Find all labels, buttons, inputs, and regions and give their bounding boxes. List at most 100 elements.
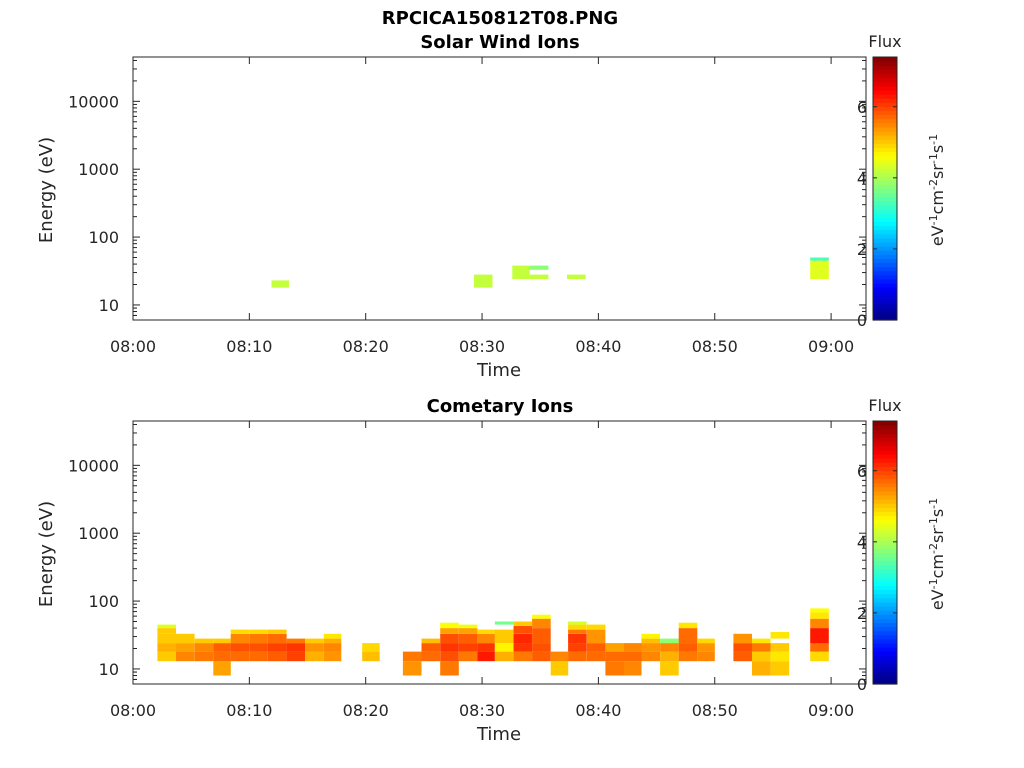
spectrogram-cell bbox=[810, 643, 829, 652]
colorbar-segment bbox=[873, 630, 897, 636]
colorbar-segment bbox=[873, 503, 897, 508]
spectrogram-cell bbox=[323, 633, 342, 639]
colorbar-segment bbox=[873, 135, 897, 140]
colorbar-segment bbox=[873, 291, 897, 296]
colorbar-segment bbox=[873, 155, 897, 161]
spectrogram-cell bbox=[477, 633, 495, 644]
cometary-spectrogram bbox=[157, 608, 829, 676]
spectrogram-cell bbox=[586, 624, 606, 630]
y-tick-label: 10 bbox=[99, 296, 119, 315]
spectrogram-cell bbox=[810, 260, 829, 280]
colorbar-segment bbox=[873, 139, 897, 144]
spectrogram-cell bbox=[568, 629, 587, 634]
colorbar-segment bbox=[873, 299, 897, 305]
colorbar-segment bbox=[873, 585, 897, 591]
spectrogram-cell bbox=[529, 265, 549, 270]
colorbar-segment bbox=[873, 311, 897, 317]
spectrogram-cell bbox=[230, 633, 250, 644]
spectrogram-cell bbox=[440, 628, 459, 634]
colorbar-segment bbox=[873, 494, 897, 500]
spectrogram-cell bbox=[513, 643, 533, 652]
spectrogram-cell bbox=[513, 651, 533, 662]
spectrogram-cell bbox=[605, 661, 624, 676]
colorbar-segment bbox=[873, 270, 897, 276]
colorbar-segment bbox=[873, 287, 897, 292]
colorbar-tick-label: 0 bbox=[857, 675, 867, 694]
spectrogram-cell bbox=[268, 651, 287, 662]
spectrogram-cell bbox=[624, 651, 642, 662]
colorbar-segment bbox=[873, 647, 897, 652]
spectrogram-cell bbox=[458, 628, 478, 634]
spectrogram-cell bbox=[157, 633, 176, 644]
colorbar-tick-label: 0 bbox=[857, 311, 867, 330]
colorbar-segment bbox=[873, 568, 897, 574]
x-tick-label: 08:20 bbox=[343, 701, 389, 720]
spectrogram-cell bbox=[532, 618, 551, 629]
colorbar-segment bbox=[873, 564, 897, 570]
colorbar-segment bbox=[873, 93, 897, 99]
spectrogram-cell bbox=[494, 651, 514, 662]
solar-wind-axes-frame bbox=[132, 56, 867, 321]
spectrogram-cell bbox=[624, 661, 642, 676]
spectrogram-cell bbox=[513, 625, 533, 634]
y-tick-label: 10000 bbox=[68, 456, 119, 475]
colorbar-segment bbox=[873, 429, 897, 434]
spectrogram-cell bbox=[605, 643, 624, 652]
x-tick-label: 08:20 bbox=[343, 337, 389, 356]
colorbar-segment bbox=[873, 679, 897, 685]
cometary-colorbar-label: Flux bbox=[868, 396, 901, 415]
spectrogram-cell bbox=[810, 257, 829, 261]
colorbar-segment bbox=[873, 274, 897, 280]
colorbar-frame bbox=[872, 56, 898, 321]
colorbar-segment bbox=[873, 130, 897, 136]
spectrogram-cell bbox=[660, 661, 679, 676]
colorbar-segment bbox=[873, 642, 897, 648]
colorbar-segment bbox=[873, 69, 897, 75]
colorbar-segment bbox=[873, 295, 897, 301]
spectrogram-cell bbox=[568, 621, 587, 625]
spectrogram-cell bbox=[810, 612, 829, 619]
colorbar-segment bbox=[873, 634, 897, 640]
spectrogram-cell bbox=[697, 651, 715, 662]
colorbar-segment bbox=[873, 163, 897, 169]
colorbar-segment bbox=[873, 307, 897, 313]
spectrogram-cell bbox=[605, 651, 624, 662]
spectrogram-cell bbox=[494, 629, 514, 644]
spectrogram-cell bbox=[641, 643, 660, 652]
solar-wind-colorbar-label: Flux bbox=[868, 32, 901, 51]
colorbar-segment bbox=[873, 618, 897, 623]
colorbar-segment bbox=[873, 98, 897, 103]
y-tick-label: 1000 bbox=[78, 524, 119, 543]
spectrogram-cell bbox=[421, 638, 441, 644]
colorbar-tick-label: 6 bbox=[857, 462, 867, 481]
colorbar-segment bbox=[873, 433, 897, 439]
cometary-axes: 08:00 08:10 08:20 08:30 08:40 08:50 09:00 10 100… bbox=[68, 421, 866, 720]
spectrogram-cell bbox=[494, 621, 514, 625]
colorbar-segment bbox=[873, 229, 897, 235]
colorbar-segment bbox=[873, 449, 897, 455]
colorbar-segment bbox=[873, 65, 897, 70]
spectrogram-cell bbox=[249, 651, 268, 662]
colorbar-segment bbox=[873, 667, 897, 673]
colorbar-segment bbox=[873, 233, 897, 239]
spectrogram-cell bbox=[362, 651, 380, 662]
spectrogram-cell bbox=[473, 274, 493, 288]
spectrogram-cell bbox=[550, 651, 569, 662]
spectrogram-cell bbox=[733, 633, 752, 644]
spectrogram-cell bbox=[213, 651, 231, 662]
spectrogram-cell bbox=[568, 624, 587, 630]
spectrogram-cell bbox=[268, 633, 287, 644]
colorbar-tick-label: 2 bbox=[857, 604, 867, 623]
spectrogram-cell bbox=[157, 643, 176, 652]
colorbar-segment bbox=[873, 126, 897, 132]
spectrogram-cell bbox=[286, 638, 306, 644]
colorbar-segment bbox=[873, 675, 897, 681]
colorbar-segment bbox=[873, 159, 897, 165]
spectrogram-cell bbox=[249, 643, 268, 652]
x-tick-label: 08:00 bbox=[110, 701, 156, 720]
colorbar-segment bbox=[873, 560, 897, 566]
colorbar-segment bbox=[873, 610, 897, 615]
colorbar-segment bbox=[873, 462, 897, 467]
spectrogram-cell bbox=[440, 643, 459, 652]
